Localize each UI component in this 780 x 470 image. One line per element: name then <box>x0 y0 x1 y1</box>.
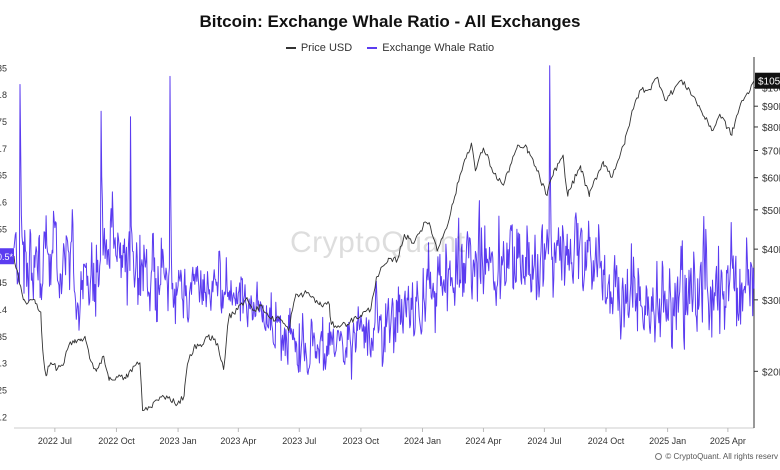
y-left-tick-label: .2 <box>0 412 7 422</box>
y-right-tick-label: $70K <box>762 147 780 158</box>
y-left-tick-label: .8 <box>0 90 7 100</box>
credit: © CryptoQuant. All rights reserv <box>655 452 778 461</box>
y-left-tick-label: .65 <box>0 171 7 181</box>
x-tick-label: 2022 Oct <box>98 436 135 446</box>
y-left-tick-label: .55 <box>0 224 7 234</box>
y-left-tick-label: .7 <box>0 144 7 154</box>
chart-title: Bitcoin: Exchange Whale Ratio - All Exch… <box>199 12 581 31</box>
x-tick-label: 2024 Jul <box>527 436 561 446</box>
x-tick-label: 2023 Jan <box>160 436 197 446</box>
y-right-tick-label: $60K <box>762 174 780 185</box>
x-tick-label: 2025 Jan <box>649 436 686 446</box>
x-tick-label: 2023 Jul <box>282 436 316 446</box>
y-left-tick-label: .6 <box>0 198 7 208</box>
current-ratio-label: 0.5* <box>0 252 13 262</box>
y-left-tick-label: .85 <box>0 63 7 73</box>
y-right-tick-label: $80K <box>762 123 780 134</box>
x-tick-label: 2025 Apr <box>710 436 746 446</box>
legend-item-whale-ratio[interactable]: Exchange Whale Ratio <box>367 42 494 54</box>
y-right-tick-label: $90K <box>762 102 780 113</box>
y-left-tick-label: .35 <box>0 332 7 342</box>
y-left-tick-label: .25 <box>0 385 7 395</box>
y-left-tick-label: .4 <box>0 305 7 315</box>
current-price-marker <box>755 72 780 89</box>
credit-text: © CryptoQuant. All rights reserv <box>665 452 778 461</box>
current-price-label: $105K <box>758 77 780 88</box>
x-tick-label: 2024 Jan <box>404 436 441 446</box>
chart-legend: Price USD Exchange Whale Ratio <box>0 40 780 54</box>
y-left-tick-label: .3 <box>0 359 7 369</box>
y-left-tick-label: .75 <box>0 117 7 127</box>
y-right-tick-label: $30K <box>762 296 780 307</box>
cryptoquant-logo-icon <box>655 453 663 460</box>
x-tick-label: 2023 Oct <box>343 436 380 446</box>
y-right-tick-label: $20K <box>762 367 780 378</box>
current-ratio-marker <box>0 248 14 265</box>
x-tick-label: 2024 Oct <box>588 436 625 446</box>
legend-swatch-price <box>285 47 296 49</box>
x-tick-label: 2022 Jul <box>38 436 72 446</box>
x-tick-label: 2024 Apr <box>465 436 501 446</box>
legend-label-whale-ratio: Exchange Whale Ratio <box>382 42 495 54</box>
y-right-tick-label: $40K <box>762 245 780 256</box>
legend-swatch-whale-ratio <box>367 47 378 49</box>
legend-label-price: Price USD <box>300 42 353 54</box>
watermark: CryptoQuant <box>290 226 466 259</box>
series-line-price <box>13 76 755 412</box>
series-line-whale-ratio <box>13 65 755 380</box>
legend-item-price[interactable]: Price USD <box>285 42 353 54</box>
y-right-tick-label: $50K <box>762 206 780 217</box>
y-left-tick-label: .45 <box>0 278 7 288</box>
y-right-tick-label: $100K <box>762 84 780 95</box>
x-tick-label: 2023 Apr <box>220 436 256 446</box>
